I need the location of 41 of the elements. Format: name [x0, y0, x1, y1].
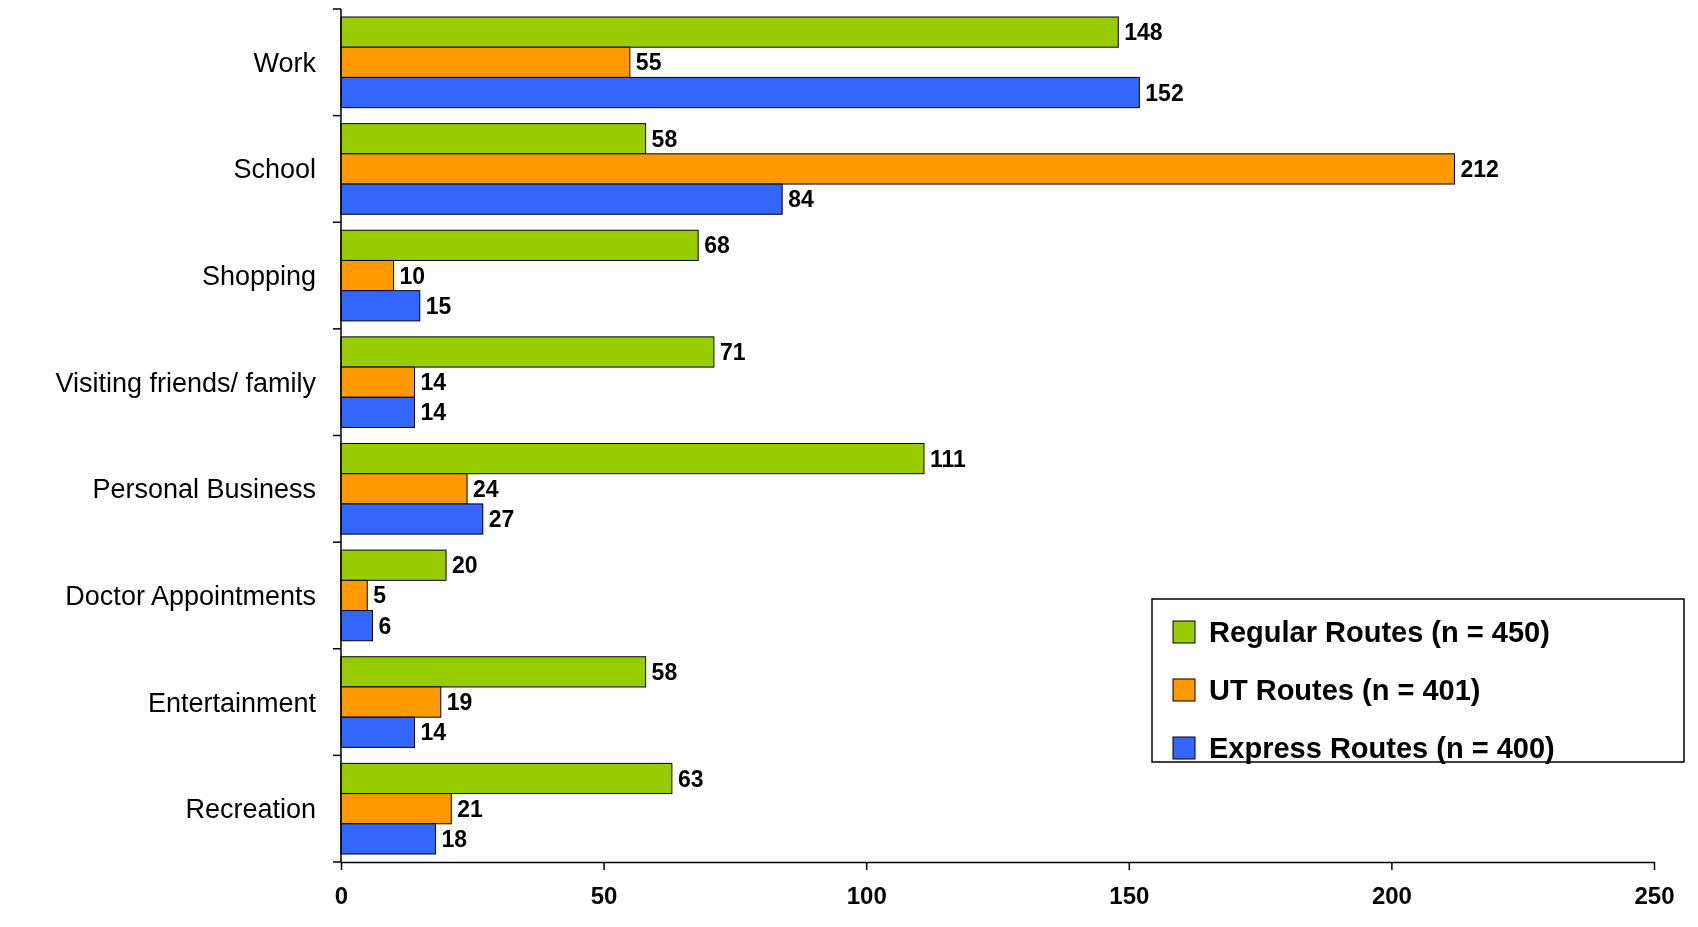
data-label: 21 — [457, 795, 484, 822]
data-label: 58 — [651, 125, 678, 152]
data-label: 18 — [441, 825, 468, 852]
x-tick-label: 250 — [1634, 882, 1675, 910]
x-tick-label: 100 — [846, 882, 887, 910]
y-tick-label: Work — [253, 47, 317, 78]
data-label: 15 — [425, 292, 452, 319]
data-label: 212 — [1460, 155, 1499, 182]
data-label: 148 — [1124, 19, 1163, 46]
data-label: 27 — [488, 506, 515, 533]
data-label: 14 — [420, 369, 447, 396]
data-label: 10 — [399, 262, 426, 289]
y-tick-label: Personal Business — [92, 474, 316, 505]
y-tick-label: Recreation — [185, 794, 316, 825]
x-tick-label: 200 — [1371, 882, 1412, 910]
data-label: 152 — [1145, 79, 1184, 106]
data-label: 19 — [446, 689, 473, 716]
data-label: 63 — [677, 765, 704, 792]
data-label: 55 — [635, 49, 662, 76]
data-label: 24 — [473, 475, 499, 502]
data-label: 71 — [719, 339, 746, 366]
y-tick-label: Entertainment — [147, 687, 317, 718]
x-tick-label: 150 — [1109, 882, 1150, 910]
data-label: 111 — [929, 445, 967, 472]
data-label: 5 — [373, 582, 387, 609]
y-tick-label: Doctor Appointments — [65, 580, 316, 611]
y-tick-label: Visiting friends/ family — [55, 367, 317, 398]
data-label: 58 — [651, 658, 678, 685]
legend-label: Express Routes (n = 400) — [1209, 732, 1555, 765]
x-tick-label: 0 — [334, 882, 349, 910]
data-label: 84 — [788, 186, 814, 213]
legend-label: UT Routes (n = 401) — [1209, 674, 1481, 707]
y-tick-label: School — [233, 154, 316, 185]
data-label: 20 — [452, 552, 478, 579]
x-tick-label: 50 — [590, 882, 618, 910]
data-label: 6 — [378, 612, 392, 639]
y-tick-label: Shopping — [201, 261, 316, 292]
data-label: 68 — [704, 232, 730, 259]
data-label: 14 — [420, 399, 447, 426]
data-label: 14 — [420, 719, 447, 746]
legend-label: Regular Routes (n = 450) — [1209, 616, 1550, 649]
